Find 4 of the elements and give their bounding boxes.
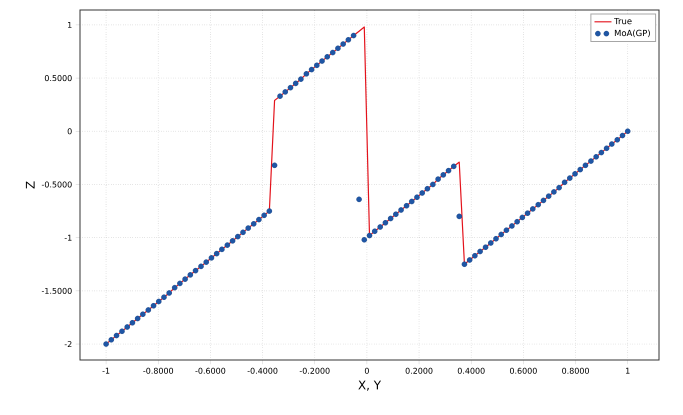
x-axis-title: X, Y xyxy=(358,380,382,391)
legend-label: MoA(GP) xyxy=(614,30,650,38)
legend-label: True xyxy=(614,18,632,24)
y-axis-title: Z xyxy=(26,181,35,189)
